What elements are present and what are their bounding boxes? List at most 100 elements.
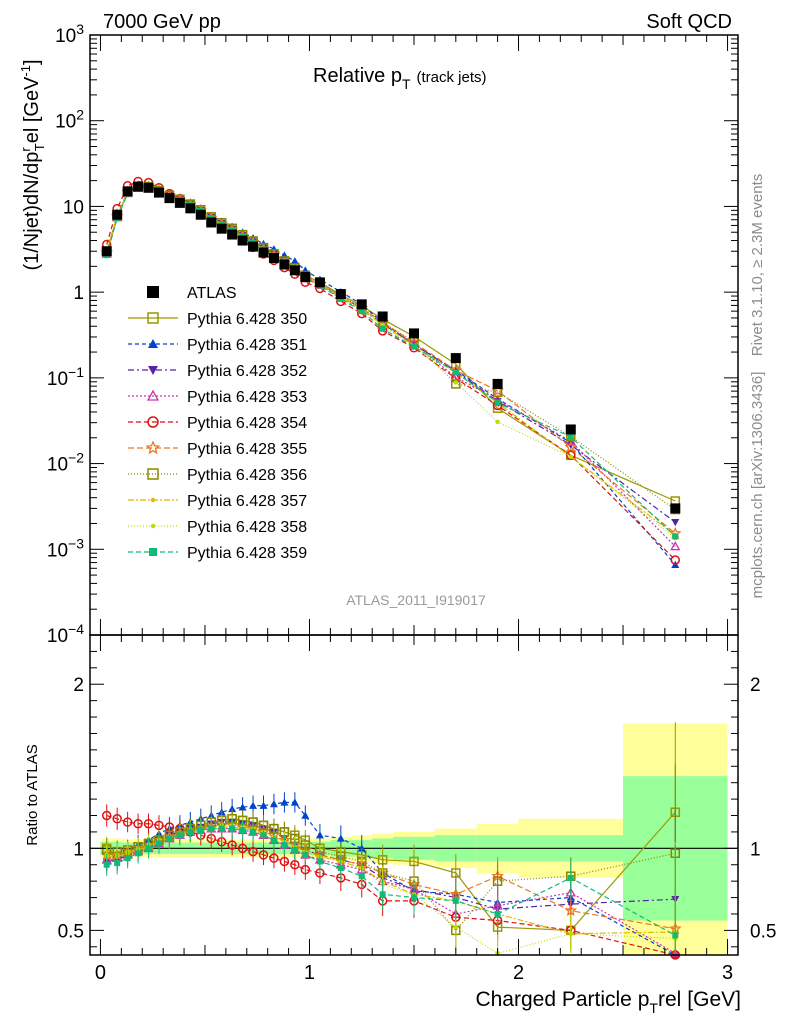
legend-label: Pythia 6.428 354 [187,415,307,432]
main-y-axis-label: (1/Njet)dN/dprTel [GeV-1] [18,59,47,270]
legend-marker [146,389,160,401]
ratio-series-marker [250,828,257,835]
ratio-series-marker [290,798,299,806]
main-series-marker [495,419,500,425]
ratio-series-marker [494,910,501,917]
main-series-marker [379,325,386,332]
legend-label: Pythia 6.428 350 [187,311,307,328]
ratio-series-marker [260,832,267,839]
plot-title: Relative pT (track jets) [313,65,487,92]
main-y-tick-label: 10−2 [47,450,84,476]
main-series-marker [566,441,575,449]
ratio-series-marker [166,835,173,842]
x-tick-label: 0 [95,962,106,984]
legend-marker [150,497,156,503]
plot-axes: 10−4 10−3 10−2 10−1 1 10 102 103 0.5 0.5 1 1 2 2 0 1 2 3 [47,21,777,984]
legend-label: Pythia 6.428 355 [187,441,307,458]
ratio-series-marker [176,832,183,839]
ratio-series-marker [237,843,248,854]
legend-data-label: ATLAS [187,285,237,302]
data-point [300,272,311,283]
main-series-marker [566,450,576,461]
ratio-series-line [106,824,676,955]
ratio-series-marker [249,801,258,809]
ratio-series-line [106,826,676,935]
legend-data-marker [147,286,159,298]
data-point [133,181,144,192]
legend-label: Pythia 6.428 357 [187,493,307,510]
main-series-marker [453,380,459,385]
ratio-series-marker [155,840,162,847]
main-y-tick-label: 10 [63,197,84,218]
mcplots-label: mcplots.cern.ch [arXiv:1306.3436] [749,372,766,599]
ratio-series-marker [270,837,277,844]
ratio-series-group [103,818,679,955]
ratio-series-marker [281,842,288,849]
ratio-series-marker [197,827,204,834]
data-point [268,253,279,264]
ratio-series-marker [258,850,269,860]
ratio-series-marker [568,931,573,936]
ratio-series-marker [218,825,225,832]
main-series-marker [670,541,681,551]
legend-marker [147,468,159,480]
main-series-marker [358,308,365,315]
ratio-series-marker [670,948,681,958]
ratio-series-marker [227,840,237,850]
ratio-series-marker [452,897,459,904]
legend-label: Pythia 6.428 351 [187,337,307,354]
ratio-series-marker [248,846,258,857]
ratio-y-tick-label-right: 1 [750,839,761,860]
ratio-y-tick-label-right: 2 [750,675,761,696]
legend-marker [148,339,158,348]
ratio-series-marker [280,798,289,806]
rivet-version-label: Rivet 3.1.10, ≥ 2.3M events [749,174,766,357]
data-point [279,259,290,270]
legend-label: Pythia 6.428 359 [187,545,307,562]
data-point [450,353,461,364]
ratio-series-marker [103,861,110,868]
data-point [101,246,112,257]
x-axis-label-unit: [GeV] [687,988,741,1011]
ratio-series-marker [453,924,459,930]
ratio-series-marker [301,811,310,819]
data-point [565,424,576,435]
main-y-tick-label: 103 [55,21,84,47]
main-series-marker [452,369,459,376]
ratio-series-marker [259,801,268,809]
legend: ATLAS Pythia 6.428 350 Pythia 6.428 351 Pyt… [128,285,307,562]
data-point [258,247,269,258]
ratio-plot-series [100,722,682,960]
plot-title-suffix: (track jets) [417,69,487,86]
main-series-marker [290,257,299,265]
main-plot-series [100,176,682,568]
ratio-series-marker [228,804,237,813]
data-point [314,277,325,288]
main-series-marker [564,440,578,453]
ratio-series-marker [564,903,578,917]
data-point [409,328,419,339]
x-tick-label: 3 [722,962,733,984]
data-point [195,209,206,220]
data-point [356,299,367,310]
ratio-series-marker [143,818,154,829]
main-y-tick-label: 1 [73,283,84,304]
ratio-series-marker [358,873,365,880]
ratio-series-marker [316,858,323,865]
ratio-series-marker [208,825,215,832]
main-y-tick-label: 102 [55,107,84,133]
ratio-series-line [106,828,676,954]
data-point [335,289,346,300]
ratio-series-marker [122,817,133,827]
ratio-series-marker [145,845,152,852]
ratio-series-marker [239,827,246,834]
x-axis-label-sub: T [649,1000,658,1016]
ratio-series-marker [154,820,164,831]
main-series-marker [411,343,417,350]
legend-label: Pythia 6.428 352 [187,363,307,380]
ratio-series-marker [279,856,290,867]
legend-marker [147,416,159,428]
data-point [237,235,248,246]
main-y-tick-label: 10−3 [47,535,84,561]
